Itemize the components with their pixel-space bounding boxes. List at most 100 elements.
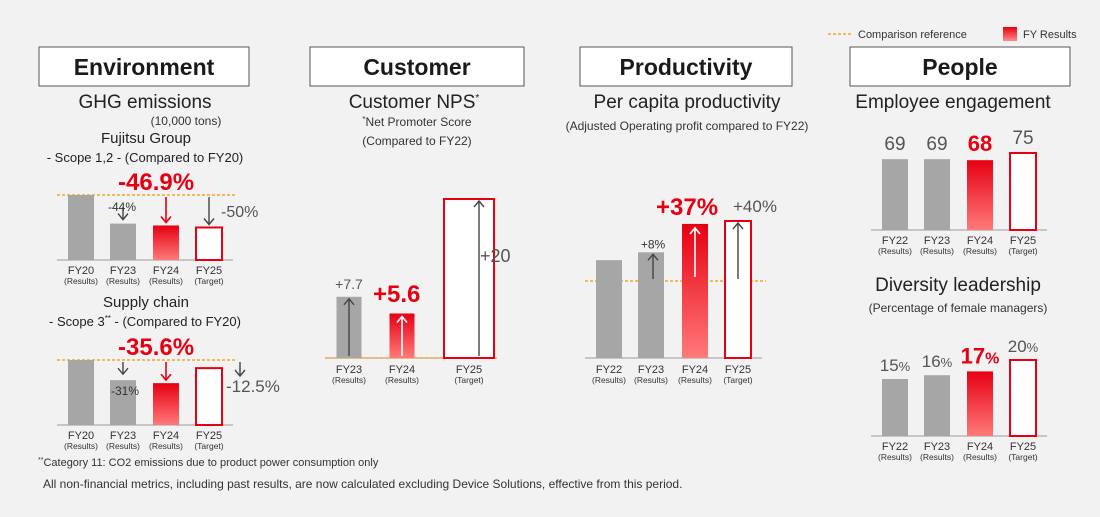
scope3-subtitle-tail: - (Compared to FY20)	[111, 314, 241, 329]
diversity-tick-note-fy25: (Target)	[1008, 452, 1037, 462]
customer-note-text: Net Promoter Score	[366, 115, 472, 129]
general-footnote: All non-financial metrics, including pas…	[43, 477, 682, 491]
customer-note-line1: *Net Promoter Score	[362, 115, 471, 129]
diversity-tick-note-fy24: (Results)	[963, 452, 997, 462]
engagement-label-fy22: 69	[884, 134, 905, 155]
diversity-label-value-fy24: 17	[961, 343, 985, 368]
engagement-bar-fy24	[967, 160, 993, 230]
nps-tick-fy25: FY25	[456, 364, 482, 376]
customer-subtitle-text: Customer NPS	[349, 92, 476, 113]
engagement-label-fy25: 75	[1012, 128, 1033, 149]
productivity-label-fy24: +37%	[656, 194, 718, 221]
diversity-tick-note-fy23: (Results)	[920, 452, 954, 462]
header-customer: Customer	[309, 46, 525, 87]
nps-bar-fy25	[443, 198, 495, 359]
productivity-tick-note-fy22: (Results)	[592, 375, 626, 385]
nps-arrow-fy25	[473, 199, 485, 356]
diversity-label-fy22: 15%	[880, 356, 911, 375]
ghg-scope3-arrow-fy23-head	[117, 367, 129, 376]
people-subtitle: Employee engagement	[855, 92, 1051, 113]
ghg-scope3-label-fy24: -35.6%	[118, 334, 194, 361]
ghg-scope12-tick-fy23: FY23	[110, 265, 136, 277]
productivity-tick-fy25: FY25	[725, 364, 751, 376]
ghg-scope3-tick-note-fy25: (Target)	[194, 441, 223, 451]
ghg-scope12-arrow-fy23-head	[117, 213, 129, 221]
scope3-subtitle-mark: **	[105, 314, 111, 323]
legend-reference-label: Comparison reference	[858, 29, 967, 41]
nps-tick-note-fy23: (Results)	[332, 375, 366, 385]
ghg-scope12-label-fy23: -44%	[108, 200, 136, 214]
ghg-scope12-tick-note-fy23: (Results)	[106, 276, 140, 286]
nps-tick-note-fy25: (Target)	[454, 375, 483, 385]
productivity-tick-fy22: FY22	[596, 364, 622, 376]
header-productivity-title: Productivity	[620, 54, 753, 80]
ghg-scope3-tick-fy23: FY23	[110, 430, 136, 442]
diversity-tick-fy22: FY22	[882, 441, 908, 453]
nps-label-fy23: +7.7	[335, 276, 363, 292]
customer-subtitle-mark: *	[475, 93, 479, 104]
diversity-label-fy24: 17%	[961, 343, 1000, 368]
scope3-footnote-text: Category 11: CO2 emissions due to produc…	[43, 457, 378, 469]
people-note2: (Percentage of female managers)	[869, 301, 1048, 315]
engagement-tick-note-fy22: (Results)	[878, 246, 912, 256]
ghg-scope12-arrow-fy24-head	[160, 215, 172, 224]
ghg-scope3-tick-fy25: FY25	[196, 430, 222, 442]
header-environment-title: Environment	[74, 54, 215, 80]
ghg-scope12-label-fy25: -50%	[221, 204, 258, 221]
engagement-tick-fy25: FY25	[1010, 235, 1036, 247]
ghg-scope3-arrow-fy24	[160, 362, 172, 382]
productivity-tick-fy23: FY23	[638, 364, 664, 376]
ghg-scope12-label-fy24: -46.9%	[118, 169, 194, 196]
productivity-arrow-fy24-head	[689, 226, 701, 235]
ghg-scope12-tick-note-fy20: (Results)	[64, 276, 98, 286]
ghg-scope3-bar-fy25	[195, 367, 223, 426]
productivity-tick-note-fy25: (Target)	[723, 375, 752, 385]
legend: Comparison reference FY Results	[828, 27, 1077, 41]
ghg-scope3-arrow-fy24-head	[160, 373, 172, 382]
charts-layer: FY20(Results)FY23(Results)FY24(Results)F…	[57, 128, 1047, 462]
engagement-bar-fy25	[1009, 152, 1037, 231]
scope3-footnote: **Category 11: CO2 emissions due to prod…	[38, 457, 379, 469]
ghg-scope3-tick-note-fy23: (Results)	[106, 441, 140, 451]
diversity-bar-fy25	[1009, 359, 1037, 437]
productivity-bar-fy22	[596, 260, 622, 358]
ghg-scope12-bar-fy24	[153, 225, 179, 260]
productivity-arrow-fy23-head	[647, 253, 659, 261]
diversity-tick-fy25: FY25	[1010, 441, 1036, 453]
nps-label-fy24: +5.6	[373, 281, 420, 308]
nps-label-fy25: +20	[480, 246, 511, 266]
productivity-tick-fy24: FY24	[682, 364, 708, 376]
ghg-scope12-bar-fy25	[195, 226, 223, 261]
productivity-tick-note-fy23: (Results)	[634, 375, 668, 385]
environment-subtitle: GHG emissions	[78, 92, 211, 113]
ghg-scope12-bar-fy23	[110, 223, 136, 260]
productivity-label-fy23: +8%	[641, 237, 666, 251]
diversity-tick-note-fy22: (Results)	[878, 452, 912, 462]
diversity-label-unit-fy23: %	[941, 355, 953, 370]
diversity-label-value-fy25: 20	[1008, 337, 1027, 356]
ghg-scope3-label-fy23: -31%	[111, 384, 139, 398]
engagement-tick-note-fy24: (Results)	[963, 246, 997, 256]
diversity-tick-fy24: FY24	[967, 441, 993, 453]
customer-note-line2: (Compared to FY22)	[362, 134, 471, 148]
nps-tick-fy23: FY23	[336, 364, 362, 376]
ghg-scope12-arrow-fy24	[160, 197, 172, 224]
scope3-subtitle-head: - Scope 3	[49, 314, 105, 329]
productivity-arrow-fy25-head	[732, 221, 744, 230]
diversity-label-unit-fy25: %	[1027, 340, 1039, 355]
engagement-label-fy23: 69	[926, 134, 947, 155]
diversity-label-unit-fy22: %	[899, 359, 911, 374]
ghg-scope12-tick-note-fy25: (Target)	[194, 276, 223, 286]
ghg-scope12-arrow-fy23	[117, 207, 129, 221]
engagement-bar-fy22	[882, 159, 908, 230]
customer-subtitle: Customer NPS*	[349, 92, 480, 113]
ghg-scope3-arrow-fy25	[234, 362, 246, 378]
header-environment: Environment	[38, 46, 250, 87]
engagement-tick-fy22: FY22	[882, 235, 908, 247]
engagement-tick-fy23: FY23	[924, 235, 950, 247]
ghg-scope3-tick-note-fy20: (Results)	[64, 441, 98, 451]
diversity-bar-fy22	[882, 379, 908, 436]
diversity-label-fy23: 16%	[922, 352, 953, 371]
scope3-subtitle: - Scope 3** - (Compared to FY20)	[49, 314, 241, 329]
